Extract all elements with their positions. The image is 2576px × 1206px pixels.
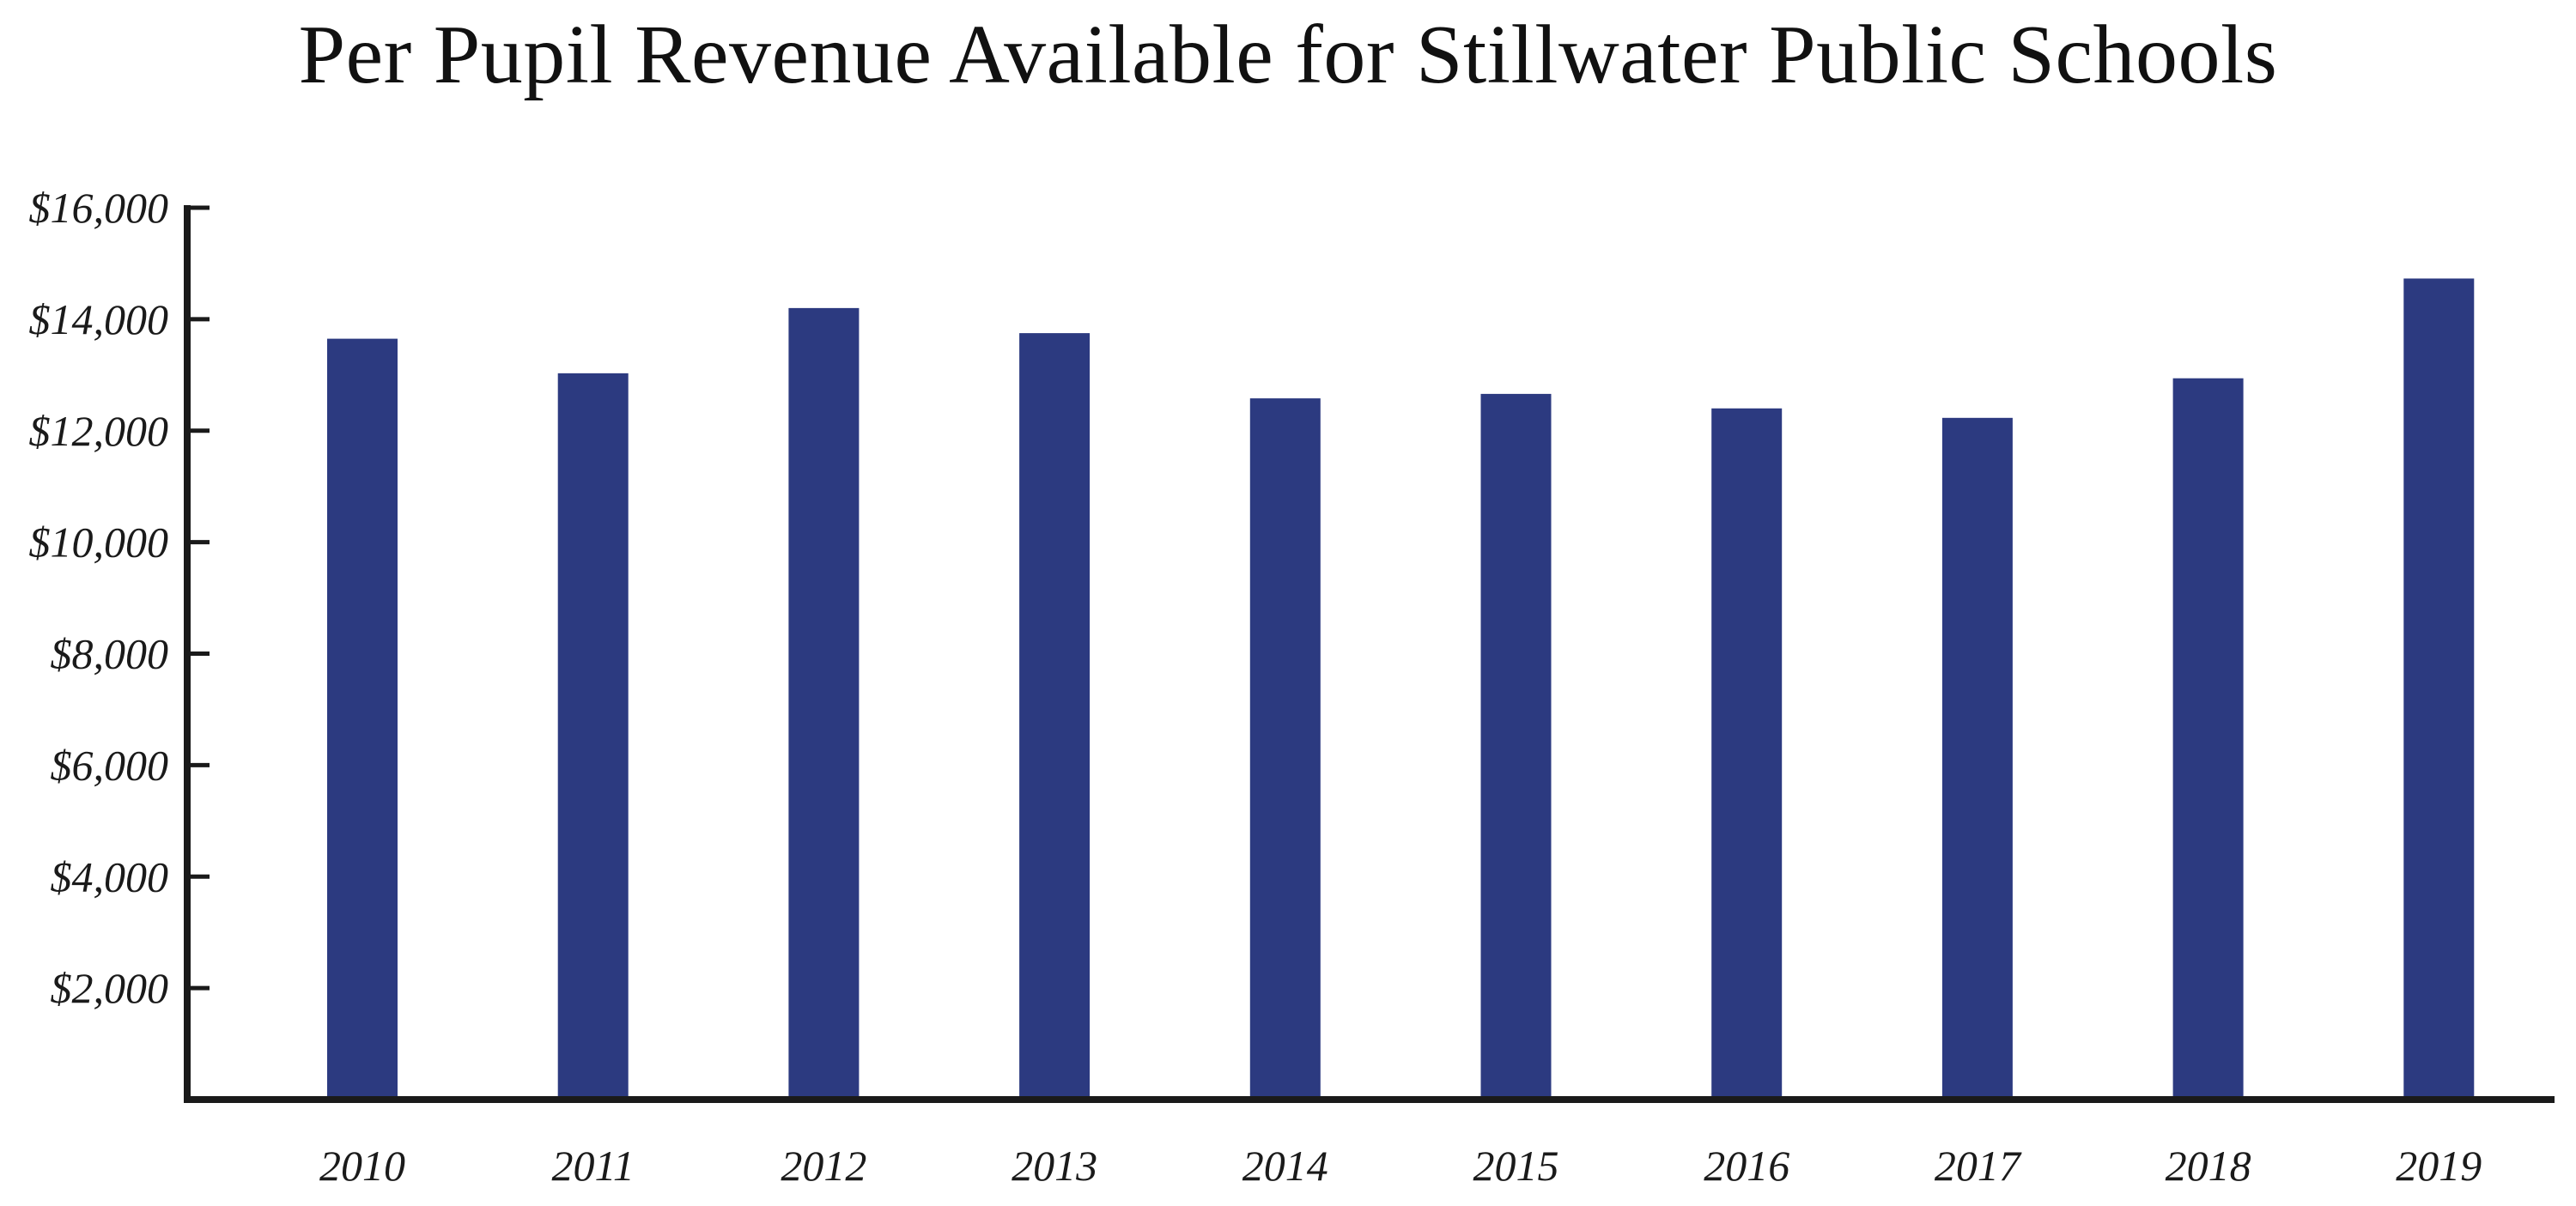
y-tick-label: $8,000 <box>51 630 169 678</box>
y-tick-label: $4,000 <box>51 852 169 900</box>
x-tick-label: 2018 <box>2166 1142 2251 1190</box>
x-tick-label: 2010 <box>319 1142 405 1190</box>
bar-2011 <box>557 373 629 1100</box>
x-tick-label: 2017 <box>1935 1142 2022 1190</box>
y-tick-label: $6,000 <box>51 741 169 789</box>
x-axis-tick-labels: 2010 2011 2012 2013 2014 2015 2016 2017 2018 2019 <box>319 1142 2482 1190</box>
bar-2010 <box>327 338 398 1100</box>
x-tick-label: 2011 <box>552 1142 635 1190</box>
x-tick-label: 2015 <box>1473 1142 1559 1190</box>
y-tick-label: $10,000 <box>29 518 169 567</box>
bar-2012 <box>788 307 860 1100</box>
x-tick-label: 2013 <box>1012 1142 1097 1190</box>
x-tick-label: 2019 <box>2396 1142 2482 1190</box>
bar-2015 <box>1480 393 1552 1100</box>
bar-2018 <box>2172 378 2244 1100</box>
y-tick-label: $12,000 <box>29 407 169 455</box>
y-axis-ticks: $2,000 $4,000 $6,000 $8,000 $10,000 $12,000 $1… <box>29 184 210 1012</box>
x-tick-label: 2016 <box>1704 1142 1789 1190</box>
bar-2014 <box>1249 398 1321 1100</box>
y-tick-label: $14,000 <box>29 295 169 343</box>
x-tick-label: 2012 <box>781 1142 866 1190</box>
bar-2019 <box>2403 278 2475 1100</box>
chart-title: Per Pupil Revenue Available for Stillwat… <box>298 9 2278 101</box>
x-tick-label: 2014 <box>1242 1142 1328 1190</box>
y-tick-label: $2,000 <box>51 964 169 1012</box>
bar-2017 <box>1941 417 2013 1100</box>
bar-2016 <box>1711 408 1783 1100</box>
bars-group <box>327 278 2475 1100</box>
y-tick-label: $16,000 <box>29 184 169 232</box>
bar-2013 <box>1019 333 1091 1100</box>
